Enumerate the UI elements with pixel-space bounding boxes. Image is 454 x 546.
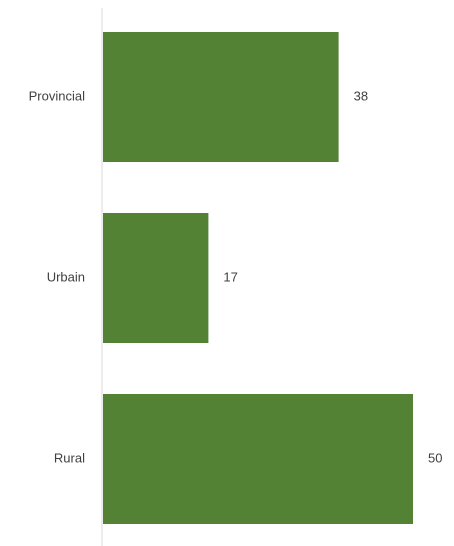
- data-label-rural: 50: [428, 450, 442, 465]
- data-label-provincial: 38: [354, 88, 368, 103]
- data-label-urbain: 17: [223, 269, 237, 284]
- labels-group: Provincial 38 Urbain 17 Rural 50: [29, 88, 443, 465]
- category-label-rural: Rural: [54, 450, 85, 465]
- bar-provincial: [103, 32, 339, 162]
- bar-rural: [103, 394, 413, 524]
- category-label-urbain: Urbain: [47, 269, 85, 284]
- bars-group: [103, 32, 413, 524]
- bar-urbain: [103, 213, 209, 343]
- category-label-provincial: Provincial: [29, 88, 85, 103]
